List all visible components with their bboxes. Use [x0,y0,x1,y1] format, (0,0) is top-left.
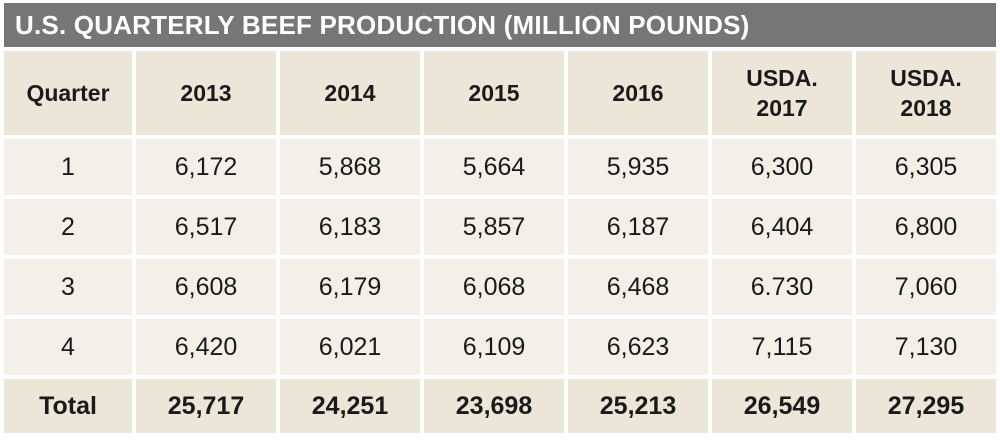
value-cell: 6,404 [712,199,852,255]
value-cell: 6,068 [424,259,564,315]
value-cell: 5,857 [424,199,564,255]
header-2016: 2016 [568,51,708,135]
table-title: U.S. QUARTERLY BEEF PRODUCTION (MILLION … [4,3,996,47]
value-cell: 6,021 [280,319,420,375]
total-cell: 27,295 [856,379,996,433]
total-label: Total [4,379,132,433]
total-cell: 25,717 [136,379,276,433]
table-row: 4 6,420 6,021 6,109 6,623 7,115 7,130 [4,319,996,375]
value-cell: 6.730 [712,259,852,315]
value-cell: 6,517 [136,199,276,255]
header-usda-2018: USDA. 2018 [856,51,996,135]
table-row: 3 6,608 6,179 6,068 6,468 6.730 7,060 [4,259,996,315]
header-row: Quarter 2013 2014 2015 2016 USDA. 2017 US… [4,51,996,135]
value-cell: 7,130 [856,319,996,375]
quarter-cell: 4 [4,319,132,375]
header-quarter: Quarter [4,51,132,135]
total-cell: 24,251 [280,379,420,433]
beef-production-table: Quarter 2013 2014 2015 2016 USDA. 2017 US… [0,47,1000,437]
value-cell: 5,868 [280,139,420,195]
value-cell: 5,935 [568,139,708,195]
value-cell: 6,420 [136,319,276,375]
header-usda-2017: USDA. 2017 [712,51,852,135]
value-cell: 7,115 [712,319,852,375]
value-cell: 6,172 [136,139,276,195]
value-cell: 6,623 [568,319,708,375]
value-cell: 6,300 [712,139,852,195]
table-row: 1 6,172 5,868 5,664 5,935 6,300 6,305 [4,139,996,195]
header-2013: 2013 [136,51,276,135]
value-cell: 6,109 [424,319,564,375]
value-cell: 6,608 [136,259,276,315]
header-2015: 2015 [424,51,564,135]
value-cell: 7,060 [856,259,996,315]
value-cell: 6,800 [856,199,996,255]
value-cell: 6,187 [568,199,708,255]
beef-production-table-container: U.S. QUARTERLY BEEF PRODUCTION (MILLION … [4,3,996,437]
total-cell: 23,698 [424,379,564,433]
value-cell: 6,468 [568,259,708,315]
total-row: Total 25,717 24,251 23,698 25,213 26,549… [4,379,996,433]
total-cell: 25,213 [568,379,708,433]
value-cell: 6,183 [280,199,420,255]
header-2014: 2014 [280,51,420,135]
quarter-cell: 1 [4,139,132,195]
table-row: 2 6,517 6,183 5,857 6,187 6,404 6,800 [4,199,996,255]
value-cell: 6,179 [280,259,420,315]
value-cell: 6,305 [856,139,996,195]
total-cell: 26,549 [712,379,852,433]
quarter-cell: 2 [4,199,132,255]
quarter-cell: 3 [4,259,132,315]
value-cell: 5,664 [424,139,564,195]
